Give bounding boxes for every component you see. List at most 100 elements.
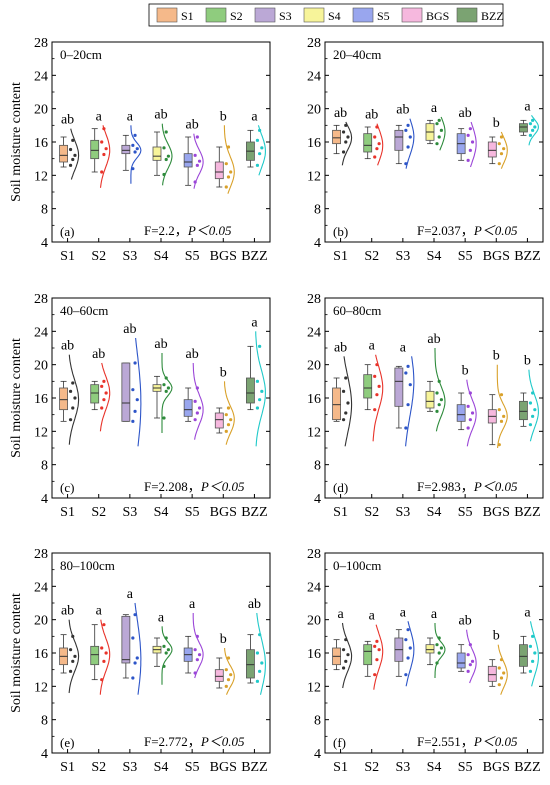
data-point: [341, 666, 346, 670]
y-tick-label: 20: [307, 359, 321, 374]
box-group-s3: ab: [394, 103, 415, 169]
data-point: [162, 146, 166, 150]
x-tick-label-bgs: BGS: [483, 760, 510, 775]
data-point: [373, 408, 377, 412]
significance-letter: b: [493, 349, 500, 364]
y-tick-label: 28: [307, 547, 321, 562]
density-curve: [256, 612, 266, 695]
data-point: [377, 384, 381, 388]
data-point: [224, 684, 228, 688]
data-point: [133, 133, 137, 137]
data-point: [344, 411, 348, 415]
box-group-s4: a: [425, 101, 446, 151]
data-point: [437, 403, 441, 407]
box-group-s3: a: [394, 605, 415, 687]
data-point: [435, 661, 439, 665]
data-point: [197, 159, 202, 163]
x-tick-label-s2: S2: [91, 249, 106, 264]
data-point: [224, 668, 228, 672]
x-tick-label-bgs: BGS: [210, 249, 237, 264]
data-point: [193, 153, 197, 157]
panel-label: (e): [60, 735, 74, 750]
stat-p: P＜0.05: [200, 479, 245, 494]
data-point: [104, 651, 108, 655]
box-iqr: [121, 362, 131, 422]
significance-letter: a: [96, 109, 103, 124]
y-tick-label: 12: [34, 680, 48, 695]
data-point: [100, 406, 104, 410]
data-point: [528, 423, 533, 427]
x-tick-label-s5: S5: [185, 249, 200, 264]
data-point: [408, 646, 412, 650]
y-tick-label: 8: [314, 203, 321, 218]
density-curve: [373, 624, 384, 690]
data-point: [258, 633, 262, 637]
box-group-s2: ab: [363, 108, 384, 166]
data-point: [341, 418, 346, 422]
significance-letter: a: [431, 101, 438, 116]
data-point: [100, 646, 104, 650]
data-point: [375, 393, 379, 397]
data-point: [255, 138, 260, 142]
box-group-s5: ab: [183, 347, 204, 440]
density-curve: [193, 133, 204, 189]
data-point: [131, 143, 135, 147]
x-tick-label-s3: S3: [395, 249, 410, 264]
significance-letter: a: [337, 607, 344, 622]
significance-letter: ab: [427, 332, 440, 347]
data-point: [229, 418, 233, 422]
x-tick-label-s5: S5: [458, 249, 473, 264]
y-tick-label: 16: [307, 647, 321, 662]
panel-f: 4 8 12 16 20 24 28 S1 S2 S3 S4 S5 BGS BZZ 0–100cm (f) F=…: [307, 547, 544, 775]
data-point: [226, 656, 231, 660]
data-point: [404, 638, 408, 642]
y-tick-label: 16: [307, 392, 321, 407]
data-point: [497, 443, 501, 447]
data-point: [497, 683, 501, 687]
density-curve: [341, 121, 353, 166]
significance-letter: b: [493, 116, 500, 131]
density-curve: [341, 622, 353, 689]
significance-letter: ab: [186, 118, 199, 133]
box-group-bzz: a: [519, 99, 539, 146]
significance-letter: a: [524, 605, 531, 620]
box-group-s3: a: [121, 587, 142, 695]
data-point: [133, 361, 137, 365]
plot-frame: [51, 41, 271, 243]
significance-letter: ab: [396, 103, 409, 118]
density-curve: [528, 369, 539, 442]
density-curve: [405, 118, 415, 169]
box-group-s1: ab: [332, 340, 353, 447]
box-iqr: [519, 644, 528, 667]
density-curve: [466, 379, 477, 447]
data-point: [377, 142, 381, 146]
box-group-s2: a: [363, 339, 384, 442]
y-tick-label: 16: [307, 136, 321, 151]
data-point: [468, 127, 472, 131]
data-point: [102, 659, 106, 663]
density-curve: [529, 621, 539, 687]
data-point: [100, 678, 104, 682]
box-group-bgs: b: [487, 349, 508, 449]
x-tick-label-s3: S3: [395, 760, 410, 775]
box-group-bzz: a: [519, 605, 539, 687]
data-point: [406, 364, 410, 368]
data-point: [71, 659, 75, 663]
box-group-bgs: b: [214, 109, 235, 194]
stat-p: P＜0.05: [200, 734, 245, 749]
data-point: [162, 644, 166, 648]
x-tick-label-s1: S1: [333, 249, 348, 264]
data-point: [502, 147, 506, 151]
legend-swatch-s1: [156, 7, 178, 23]
data-point: [100, 170, 104, 174]
stat-f: F=2.551，: [417, 734, 474, 749]
significance-letter: a: [158, 610, 165, 625]
x-tick-label-s2: S2: [364, 505, 379, 520]
data-point: [528, 133, 533, 137]
panel-label: (f): [333, 735, 346, 750]
box-group-bgs: b: [487, 116, 508, 169]
data-point: [470, 659, 475, 663]
data-point: [468, 663, 472, 667]
y-tick-label: 12: [307, 680, 321, 695]
y-tick-label: 4: [41, 236, 48, 251]
